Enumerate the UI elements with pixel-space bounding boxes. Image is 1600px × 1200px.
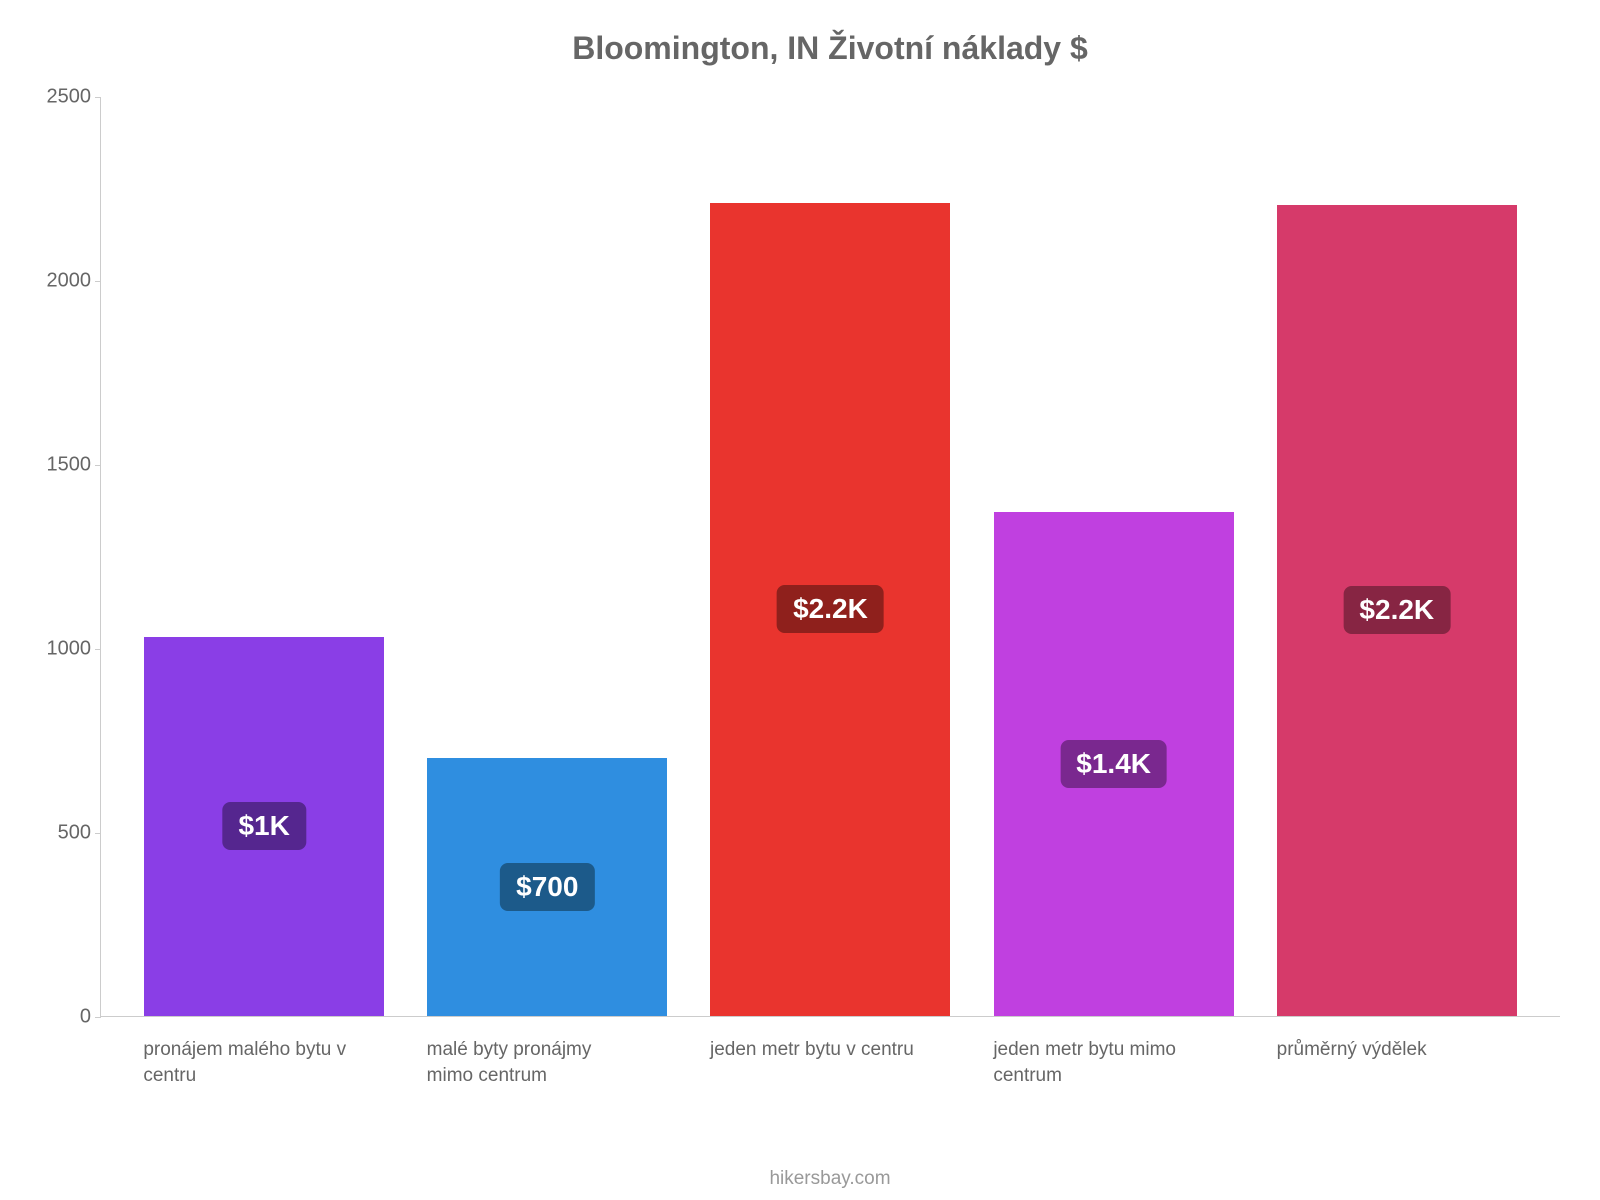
value-badge: $700 xyxy=(500,863,594,911)
bar-slot: $700 xyxy=(427,758,667,1016)
y-tick-mark xyxy=(95,281,101,282)
y-tick-label: 2000 xyxy=(31,270,91,293)
bar-4: $2.2K xyxy=(1277,205,1517,1016)
chart-title: Bloomington, IN Životní náklady $ xyxy=(100,30,1560,67)
chart-container: Bloomington, IN Životní náklady $ $1K $7… xyxy=(0,0,1600,1200)
x-axis-labels: pronájem malého bytu v centru malé byty … xyxy=(100,1037,1560,1088)
value-badge: $2.2K xyxy=(777,585,884,633)
y-tick-label: 2500 xyxy=(31,86,91,109)
bar-1: $700 xyxy=(427,758,667,1016)
x-label: průměrný výdělek xyxy=(1277,1037,1517,1088)
bar-slot: $1.4K xyxy=(994,512,1234,1016)
y-tick-label: 1500 xyxy=(31,454,91,477)
value-badge: $2.2K xyxy=(1343,586,1450,634)
footer-credit: hikersbay.com xyxy=(100,1168,1560,1190)
bars-row: $1K $700 $2.2K $1.4K $2.2K xyxy=(101,97,1560,1016)
value-badge: $1.4K xyxy=(1060,740,1167,788)
bar-3: $1.4K xyxy=(994,512,1234,1016)
bar-0: $1K xyxy=(144,637,384,1016)
bar-slot: $1K xyxy=(144,637,384,1016)
y-tick-mark xyxy=(95,465,101,466)
x-label: jeden metr bytu mimo centrum xyxy=(993,1037,1233,1088)
bar-2: $2.2K xyxy=(710,203,950,1016)
y-tick-mark xyxy=(95,1017,101,1018)
y-tick-mark xyxy=(95,649,101,650)
x-label: malé byty pronájmy mimo centrum xyxy=(427,1037,667,1088)
x-label: jeden metr bytu v centru xyxy=(710,1037,950,1088)
y-tick-label: 1000 xyxy=(31,638,91,661)
plot-area: $1K $700 $2.2K $1.4K $2.2K xyxy=(100,97,1560,1017)
value-badge: $1K xyxy=(222,802,305,850)
x-label: pronájem malého bytu v centru xyxy=(143,1037,383,1088)
y-tick-label: 0 xyxy=(31,1006,91,1029)
bar-slot: $2.2K xyxy=(710,203,950,1016)
bar-slot: $2.2K xyxy=(1277,205,1517,1016)
y-tick-label: 500 xyxy=(31,822,91,845)
y-tick-mark xyxy=(95,97,101,98)
y-tick-mark xyxy=(95,833,101,834)
